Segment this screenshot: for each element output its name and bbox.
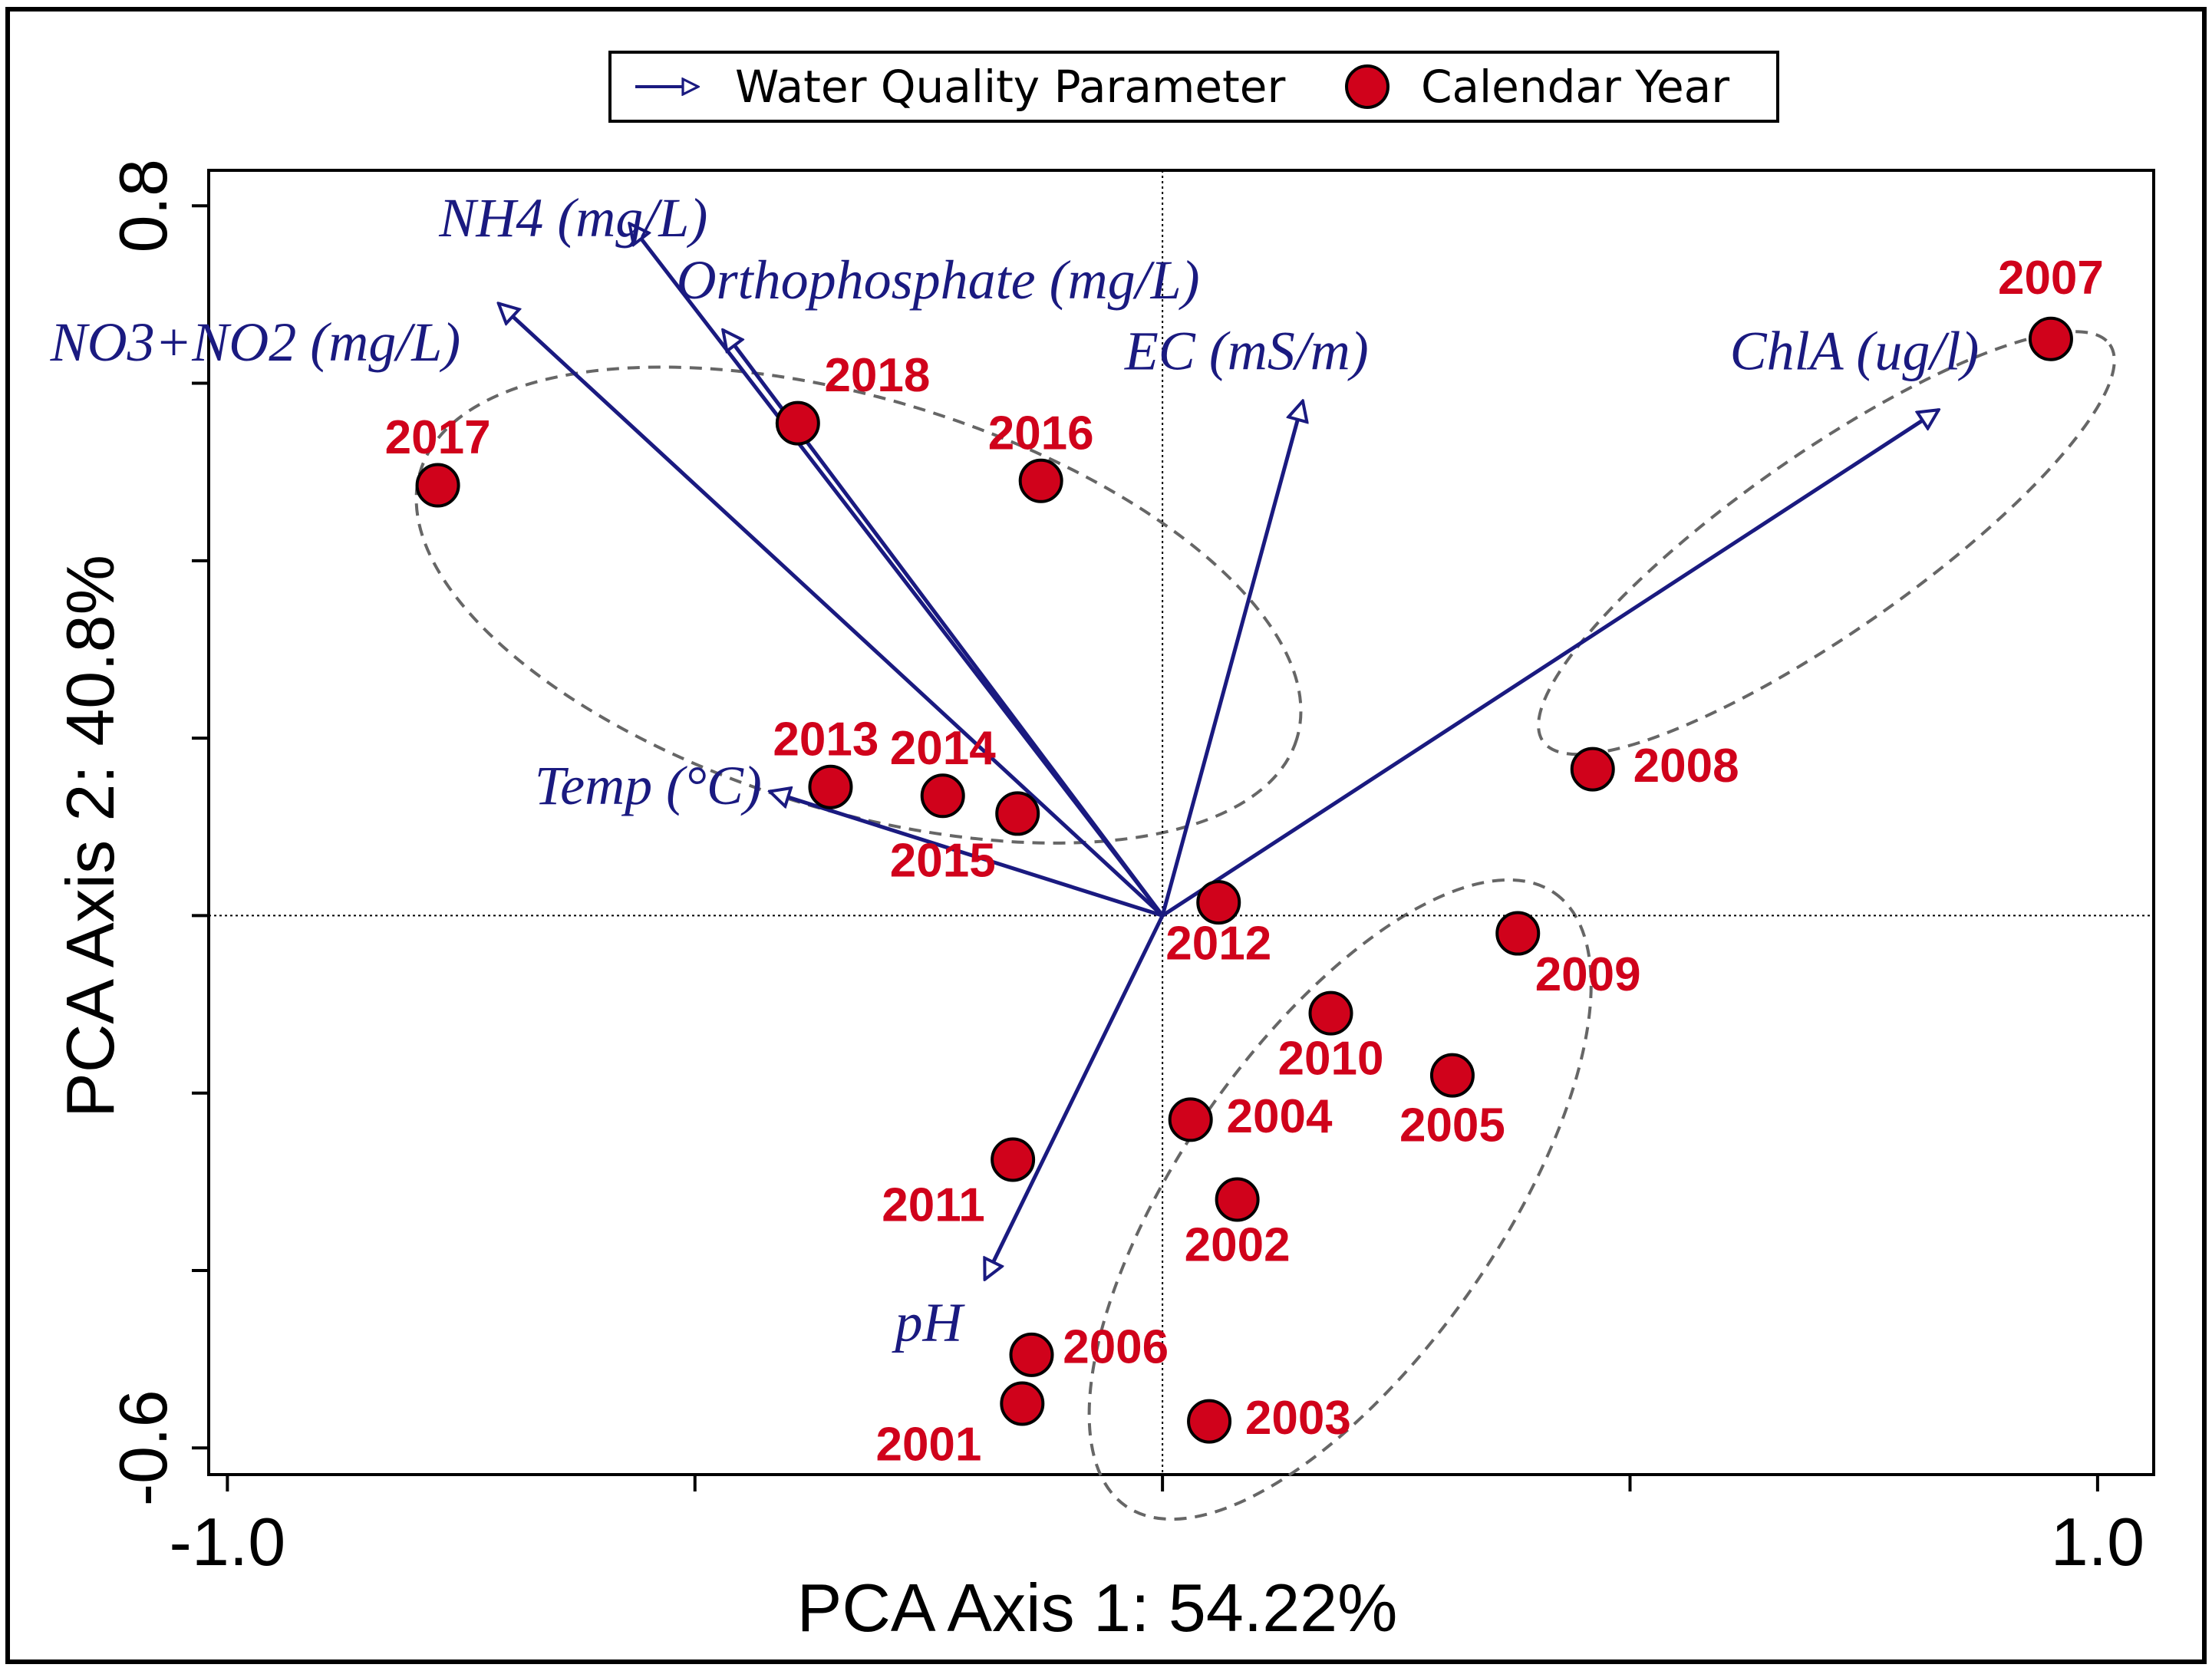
year-label-2002: 2002 bbox=[1185, 1218, 1291, 1271]
x-tick-label: 1.0 bbox=[2051, 1504, 2144, 1580]
y-tick-label: 0.8 bbox=[105, 159, 181, 252]
y-tick-label: -0.6 bbox=[105, 1389, 181, 1506]
year-point-2003 bbox=[1187, 1399, 1232, 1444]
year-point-2017 bbox=[415, 463, 460, 508]
figure-frame bbox=[5, 7, 2207, 1664]
year-label-2017: 2017 bbox=[385, 411, 491, 464]
year-point-2004 bbox=[1168, 1097, 1213, 1142]
year-label-2016: 2016 bbox=[988, 407, 1094, 460]
vector-chla-ug-l bbox=[1161, 410, 1939, 918]
year-point-2018 bbox=[775, 400, 820, 446]
year-label-2010: 2010 bbox=[1278, 1033, 1384, 1086]
reference-lines bbox=[209, 170, 2154, 1475]
year-point-2015 bbox=[995, 791, 1040, 836]
vector-label-nh4-mg-l: NH4 (mg/L) bbox=[438, 187, 707, 249]
year-label-2009: 2009 bbox=[1535, 948, 1641, 1001]
year-point-2011 bbox=[991, 1137, 1036, 1182]
group-ellipse-2 bbox=[1537, 330, 2116, 756]
year-point-2016 bbox=[1018, 458, 1063, 503]
parameter-vector-labels: NH4 (mg/L) NO3+NO2 (mg/L) Orthophosphate (… bbox=[50, 187, 1980, 1353]
year-label-2007: 2007 bbox=[1998, 252, 2104, 305]
legend-vector-label: Water Quality Parameter bbox=[735, 61, 1285, 113]
year-point-2009 bbox=[1495, 911, 1541, 956]
vector-label-no3-no2-mg-l: NO3+NO2 (mg/L) bbox=[50, 311, 461, 373]
year-points bbox=[415, 316, 2073, 1444]
year-point-labels: 2001 2002 2003 2004 2005 2006 2007 2008 2009 2010… bbox=[385, 252, 2104, 1472]
vector-label-temp-c: Temp (°C) bbox=[535, 755, 762, 816]
y-axis-title: PCA Axis 2: 40.8% bbox=[52, 555, 128, 1118]
axis-ticks: -1.0 1.0 -0.6 0.8 bbox=[105, 159, 2144, 1580]
year-point-2013 bbox=[808, 764, 853, 809]
year-label-2008: 2008 bbox=[1633, 740, 1739, 793]
year-point-2007 bbox=[2028, 316, 2073, 361]
legend-point-label: Calendar Year bbox=[1421, 61, 1729, 113]
vector-no3-no2-mg-l bbox=[499, 303, 1164, 918]
vector-ec-mg-l bbox=[1160, 401, 1303, 917]
year-label-2013: 2013 bbox=[773, 713, 879, 766]
year-point-2005 bbox=[1429, 1053, 1475, 1098]
x-axis-title: PCA Axis 1: 54.22% bbox=[797, 1570, 1398, 1646]
year-point-2002 bbox=[1215, 1177, 1260, 1222]
year-label-2004: 2004 bbox=[1227, 1090, 1333, 1143]
plot-area bbox=[207, 169, 2155, 1476]
year-point-2012 bbox=[1196, 880, 1241, 925]
vector-label-ec-ms-m: EC (mS/m) bbox=[1124, 320, 1369, 381]
year-point-2001 bbox=[1000, 1381, 1045, 1426]
year-point-2008 bbox=[1570, 747, 1615, 792]
year-label-2012: 2012 bbox=[1165, 917, 1271, 970]
year-label-2014: 2014 bbox=[890, 722, 996, 775]
year-label-2015: 2015 bbox=[890, 835, 996, 888]
legend: Water Quality Parameter Calendar Year bbox=[608, 51, 1779, 123]
year-label-2006: 2006 bbox=[1063, 1320, 1169, 1373]
vector-label-ph: pH bbox=[891, 1292, 965, 1353]
x-tick-label: -1.0 bbox=[170, 1504, 286, 1580]
legend-box bbox=[608, 51, 1779, 123]
vector-temp-c bbox=[770, 792, 1163, 918]
year-label-2018: 2018 bbox=[824, 349, 930, 402]
year-label-2003: 2003 bbox=[1245, 1392, 1351, 1445]
year-label-2005: 2005 bbox=[1399, 1099, 1505, 1152]
year-point-2014 bbox=[920, 773, 965, 819]
vector-ph bbox=[985, 915, 1165, 1279]
year-label-2001: 2001 bbox=[875, 1419, 981, 1472]
group-ellipse-3 bbox=[1087, 878, 1593, 1521]
year-point-2006 bbox=[1009, 1332, 1054, 1377]
year-point-2010 bbox=[1308, 990, 1353, 1036]
vector-label-orthophosphate-mg-l: Orthophosphate (mg/L) bbox=[677, 249, 1200, 311]
year-label-2011: 2011 bbox=[882, 1178, 985, 1231]
legend-point-icon bbox=[1345, 64, 1390, 109]
vector-label-chla-ug-l: ChlA (ug/l) bbox=[1730, 320, 1980, 381]
